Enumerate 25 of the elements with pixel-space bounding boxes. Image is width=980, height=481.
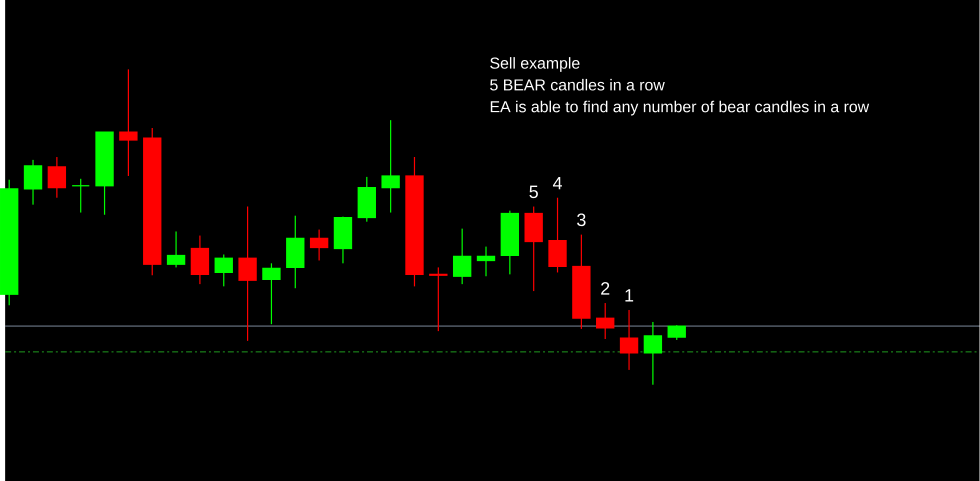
- candlestick: [48, 156, 66, 198]
- candlestick: [72, 178, 90, 214]
- text: 2: [601, 282, 610, 294]
- annotation: 5 BEAR candles in a row: [490, 78, 665, 90]
- text: 4: [552, 176, 562, 190]
- text: 1: [625, 289, 634, 302]
- candlestick: [596, 302, 614, 340]
- candlestick: [452, 228, 472, 285]
- candlestick: [668, 324, 686, 340]
- candlestick: [214, 254, 233, 287]
- candlestick: [166, 230, 186, 268]
- candlestick: [620, 309, 638, 370]
- annotation: EA is able to find any number of bear candles in a row: [490, 100, 870, 116]
- annotation: Sell example: [490, 57, 580, 72]
- candlestick: [238, 206, 257, 342]
- candlestick: [262, 262, 281, 325]
- candlestick: [310, 228, 328, 261]
- candlestick: [24, 159, 42, 206]
- text: 3: [577, 213, 586, 226]
- candlestick: [429, 266, 448, 332]
- text: 5: [529, 186, 538, 198]
- candlestick: [476, 246, 496, 277]
- candlestick: [644, 321, 662, 386]
- candlestick: [119, 68, 138, 176]
- candlestick: [381, 119, 400, 214]
